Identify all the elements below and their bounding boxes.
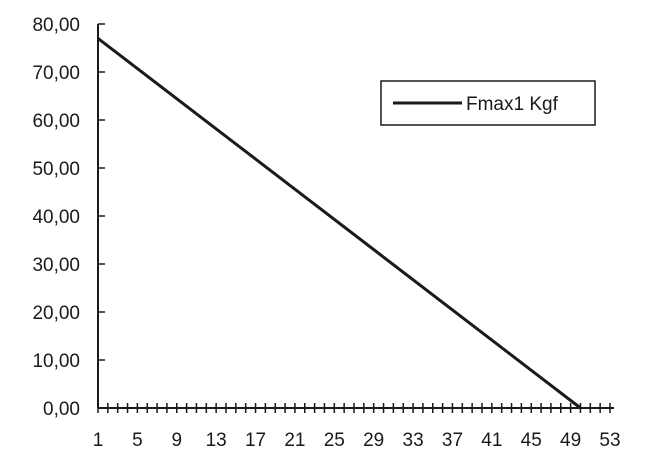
- y-tick-label: 60,00: [32, 111, 80, 132]
- x-tick-label: 33: [403, 430, 424, 451]
- x-tick-label: 9: [171, 430, 182, 451]
- x-tick-label: 41: [481, 430, 502, 451]
- legend: Fmax1 Kgf: [380, 80, 596, 126]
- y-tick-label: 30,00: [32, 255, 80, 276]
- x-tick-label: 21: [284, 430, 305, 451]
- x-tick-label: 1: [93, 430, 104, 451]
- y-tick-label: 40,00: [32, 207, 80, 228]
- y-tick-label: 80,00: [32, 15, 80, 36]
- plot-area: [97, 37, 582, 410]
- y-tick-label: 0,00: [43, 399, 80, 420]
- legend-label: Fmax1 Kgf: [466, 94, 559, 115]
- y-tick-label: 10,00: [32, 351, 80, 372]
- y-axis: 0,00 10,00 20,00 30,00 40,00 50,00 60,00 70,00 8…: [32, 15, 105, 420]
- x-tick-label: 45: [521, 430, 542, 451]
- x-tick-label: 17: [245, 430, 266, 451]
- x-tick-label: 53: [599, 430, 620, 451]
- y-tick-label: 70,00: [32, 63, 80, 84]
- x-tick-label: 25: [324, 430, 345, 451]
- y-tick-label: 50,00: [32, 159, 80, 180]
- x-tick-label: 37: [442, 430, 463, 451]
- x-tick-label: 29: [363, 430, 384, 451]
- x-tick-label: 13: [206, 430, 227, 451]
- series-line-0: [97, 37, 582, 410]
- x-tick-label: 5: [132, 430, 143, 451]
- x-tick-label: 49: [560, 430, 581, 451]
- x-axis: 1 5 9 13 17 21 25 29 33 37 41 45 49 53: [93, 403, 621, 451]
- y-tick-label: 20,00: [32, 303, 80, 324]
